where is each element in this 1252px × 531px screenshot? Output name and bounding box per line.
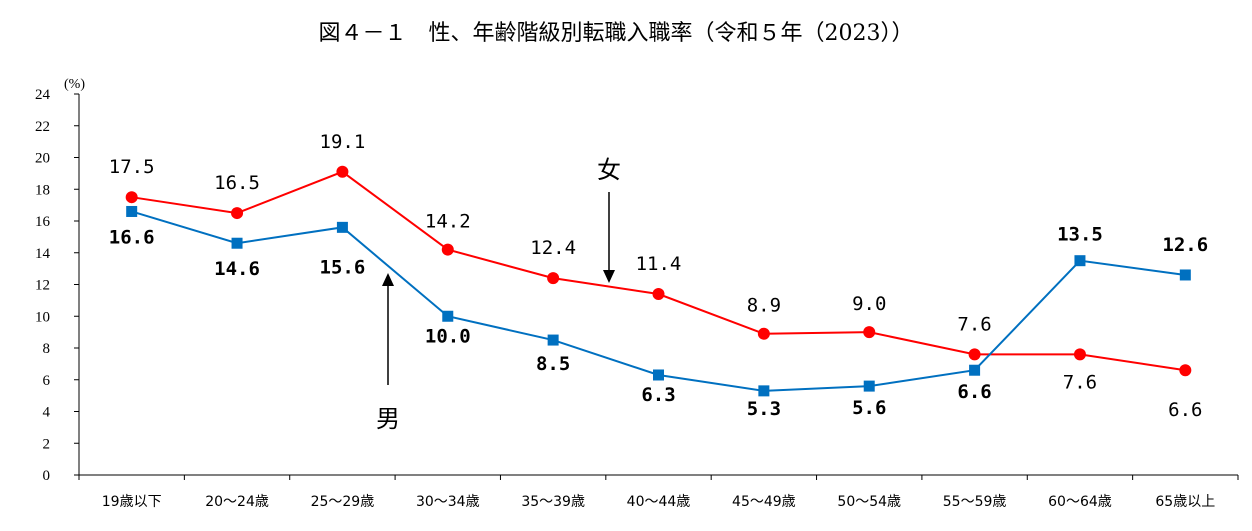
y-tick-label: 0: [43, 468, 51, 484]
data-label-male: 8.5: [536, 353, 570, 375]
data-point-female: [863, 326, 876, 339]
data-point-male: [126, 205, 138, 217]
data-label-male: 14.6: [214, 258, 260, 280]
data-label-male: 12.6: [1162, 234, 1208, 256]
y-tick-label: 8: [43, 341, 51, 357]
data-point-female: [757, 327, 770, 340]
data-point-male: [1179, 269, 1191, 281]
chart-title: 図４－１ 性、年齢階級別転職入職率（令和５年（2023））: [319, 21, 914, 46]
data-label-female: 8.9: [747, 295, 781, 317]
data-label-female: 12.4: [530, 237, 576, 259]
annotation-arrowhead-female: [603, 270, 615, 283]
annotation-arrowhead-male: [382, 273, 394, 286]
data-label-male: 6.3: [641, 384, 675, 406]
data-label-male: 6.6: [957, 381, 991, 403]
x-category-label: 35～39歳: [521, 494, 585, 510]
data-point-female: [231, 207, 244, 220]
data-label-male: 5.3: [747, 398, 781, 420]
x-category-label: 20～24歳: [205, 494, 269, 510]
data-point-female: [441, 243, 454, 256]
data-label-female: 7.6: [1063, 371, 1097, 393]
series-lines: [131, 170, 1186, 392]
data-point-male: [653, 369, 664, 381]
data-label-female: 14.2: [425, 211, 471, 233]
y-tick-label: 16: [35, 214, 51, 230]
data-point-male: [336, 221, 348, 233]
data-label-female: 19.1: [320, 131, 366, 153]
data-label-male: 15.6: [320, 256, 366, 278]
x-category-label: 45～49歳: [732, 494, 796, 510]
data-point-male: [863, 380, 875, 392]
data-point-male: [1074, 255, 1086, 267]
x-category-label: 25～29歳: [311, 494, 375, 510]
data-label-male: 13.5: [1057, 224, 1103, 246]
y-tick-label: 20: [35, 151, 50, 167]
series-annotation-male: 男: [376, 405, 400, 433]
x-category-label: 65歳以上: [1155, 494, 1215, 510]
y-tick-label: 24: [35, 87, 51, 103]
y-tick-label: 22: [35, 119, 50, 135]
data-point-male: [231, 237, 243, 249]
y-tick-label: 4: [43, 405, 51, 421]
data-point-female: [652, 288, 665, 301]
data-labels: 17.5 16.5 19.1 14.2 12.4 11.4 8.9 9.0 7.6 7.6 6.6 1…: [109, 131, 1208, 421]
data-label-female: 17.5: [109, 156, 155, 178]
x-category-label: 40～44歳: [627, 494, 691, 510]
x-category-label: 60～64歳: [1048, 494, 1112, 510]
data-point-male: [442, 310, 454, 322]
data-label-female: 7.6: [957, 313, 991, 335]
data-point-male: [547, 334, 559, 346]
series-annotation-female: 女: [597, 156, 621, 184]
data-point-female: [1073, 348, 1086, 361]
x-category-label: 19歳以下: [102, 494, 162, 510]
y-axis-unit-label: (%): [64, 77, 85, 92]
annotations: 女男: [376, 156, 621, 433]
series-markers: [125, 165, 1192, 397]
data-label-female: 16.5: [214, 172, 260, 194]
data-point-female: [336, 165, 349, 178]
y-tick-label: 14: [35, 246, 51, 262]
data-label-female: 6.6: [1168, 399, 1202, 421]
data-label-female: 11.4: [636, 253, 682, 275]
series-line-male: [131, 210, 1186, 392]
data-label-male: 5.6: [852, 397, 886, 419]
x-category-label: 50～54歳: [837, 494, 901, 510]
y-tick-label: 2: [43, 436, 51, 452]
data-point-female: [125, 191, 138, 204]
x-category-label: 55～59歳: [943, 494, 1007, 510]
y-tick-label: 18: [35, 182, 50, 198]
data-label-male: 16.6: [109, 226, 155, 248]
data-point-female: [1179, 364, 1192, 377]
y-tick-label: 6: [43, 373, 51, 389]
x-category-label: 30～34歳: [416, 494, 480, 510]
y-tick-label: 12: [35, 278, 50, 294]
y-tick-label: 10: [35, 309, 50, 325]
data-label-male: 10.0: [425, 325, 471, 347]
data-point-female: [968, 348, 981, 361]
data-label-female: 9.0: [852, 293, 886, 315]
data-point-male: [969, 364, 981, 376]
data-point-female: [547, 272, 560, 285]
data-point-male: [758, 385, 770, 397]
